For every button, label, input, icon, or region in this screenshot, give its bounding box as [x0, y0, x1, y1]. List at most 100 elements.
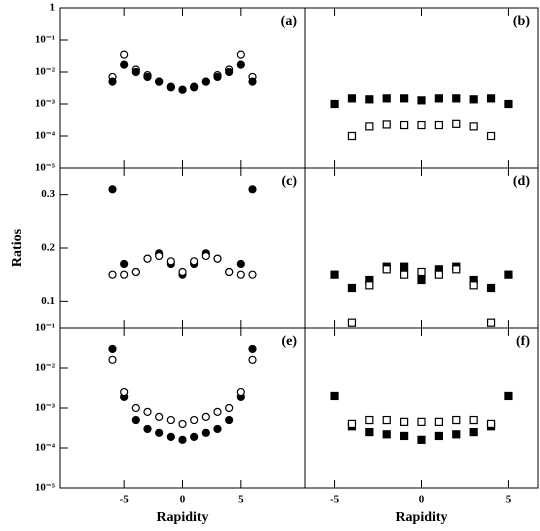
circle-marker	[213, 72, 222, 82]
square-marker	[382, 265, 391, 274]
square-marker	[400, 431, 409, 441]
circle-marker	[166, 257, 175, 266]
square-marker	[382, 415, 391, 425]
square-marker	[347, 131, 357, 141]
x-axis-label: Rapidity	[156, 510, 208, 525]
circle-marker	[120, 60, 129, 69]
circle-marker	[201, 77, 210, 86]
panel-label: (a)	[281, 14, 298, 29]
circle-marker	[225, 67, 234, 77]
panel-label: (b)	[513, 14, 530, 29]
y-tick-label: 10⁻¹	[35, 322, 55, 334]
panel-frame	[304, 7, 539, 169]
y-tick-label: 0.3	[41, 188, 55, 200]
square-marker	[347, 419, 357, 429]
circle-marker	[178, 435, 187, 444]
circle-marker	[248, 77, 257, 86]
square-marker	[504, 270, 513, 279]
square-marker	[486, 131, 496, 141]
circle-marker	[131, 415, 140, 425]
y-tick-label: 10⁻⁵	[35, 482, 56, 494]
square-marker	[452, 94, 461, 103]
square-marker	[382, 430, 391, 439]
square-marker	[417, 435, 426, 444]
y-tick-label: 10⁻⁵	[35, 162, 56, 174]
square-marker	[434, 120, 443, 130]
circle-marker	[120, 387, 129, 397]
panel-label: (e)	[281, 334, 297, 349]
square-marker	[504, 391, 513, 401]
y-axis-label: Ratios	[10, 228, 25, 267]
circle-marker	[143, 424, 152, 434]
circle-marker	[143, 72, 152, 82]
circle-marker	[108, 270, 117, 279]
circle-marker	[225, 267, 234, 277]
y-tick-label: 10⁻²	[35, 66, 56, 78]
square-marker	[434, 270, 443, 279]
circle-marker	[236, 387, 245, 397]
square-marker	[330, 270, 339, 279]
y-tick-label: 10⁻⁴	[35, 130, 56, 142]
circle-marker	[155, 412, 164, 421]
square-marker	[400, 262, 409, 271]
y-tick-label: 10⁻⁴	[35, 442, 56, 454]
circle-marker	[225, 403, 234, 413]
square-marker	[417, 120, 426, 130]
x-axis-label: Rapidity	[395, 510, 447, 525]
square-marker	[452, 265, 461, 274]
square-marker	[365, 415, 374, 425]
square-marker	[417, 96, 426, 105]
square-marker	[434, 431, 443, 441]
circle-marker	[248, 270, 257, 279]
x-tick-label: 0	[419, 494, 425, 506]
square-marker	[434, 417, 443, 426]
square-marker	[417, 267, 426, 277]
circle-marker	[131, 67, 140, 77]
circle-marker	[155, 77, 164, 86]
circle-marker	[236, 60, 245, 69]
panel-frame	[59, 327, 306, 489]
circle-marker	[108, 344, 117, 354]
square-marker	[382, 120, 391, 129]
circle-marker	[108, 355, 117, 364]
square-marker	[486, 419, 496, 429]
circle-marker	[166, 83, 175, 92]
panel-label: (c)	[281, 174, 297, 189]
circle-marker	[131, 267, 140, 277]
square-marker	[400, 417, 409, 426]
square-marker	[452, 119, 461, 128]
square-marker	[330, 99, 339, 109]
y-tick-label: 10⁻¹	[35, 34, 55, 46]
panel-frame	[304, 167, 539, 329]
circle-marker	[248, 344, 257, 354]
circle-marker	[201, 251, 210, 261]
square-marker	[400, 270, 409, 279]
x-tick-label: 0	[180, 494, 186, 506]
circle-marker	[166, 432, 175, 441]
circle-marker	[213, 254, 222, 263]
circle-marker	[155, 428, 164, 437]
square-marker	[347, 94, 357, 103]
y-tick-label: 1	[50, 2, 56, 14]
square-marker	[400, 120, 409, 130]
square-marker	[365, 95, 374, 104]
circle-marker	[120, 50, 129, 59]
panel-label: (f)	[516, 334, 530, 349]
square-marker	[365, 122, 374, 131]
circle-marker	[143, 254, 152, 263]
panel-frame	[304, 327, 539, 489]
circle-marker	[178, 419, 187, 429]
circle-marker	[120, 270, 129, 279]
y-tick-label: 0.1	[41, 295, 55, 307]
circle-marker	[213, 407, 222, 416]
square-marker	[434, 94, 443, 103]
circle-marker	[213, 424, 222, 434]
circle-marker	[201, 412, 210, 421]
square-marker	[382, 94, 391, 103]
square-marker	[486, 283, 496, 293]
x-tick-label: 5	[506, 494, 512, 506]
panel-frame	[59, 167, 306, 329]
y-tick-label: 10⁻³	[35, 402, 56, 414]
circle-marker	[236, 259, 245, 269]
square-marker	[452, 430, 461, 439]
